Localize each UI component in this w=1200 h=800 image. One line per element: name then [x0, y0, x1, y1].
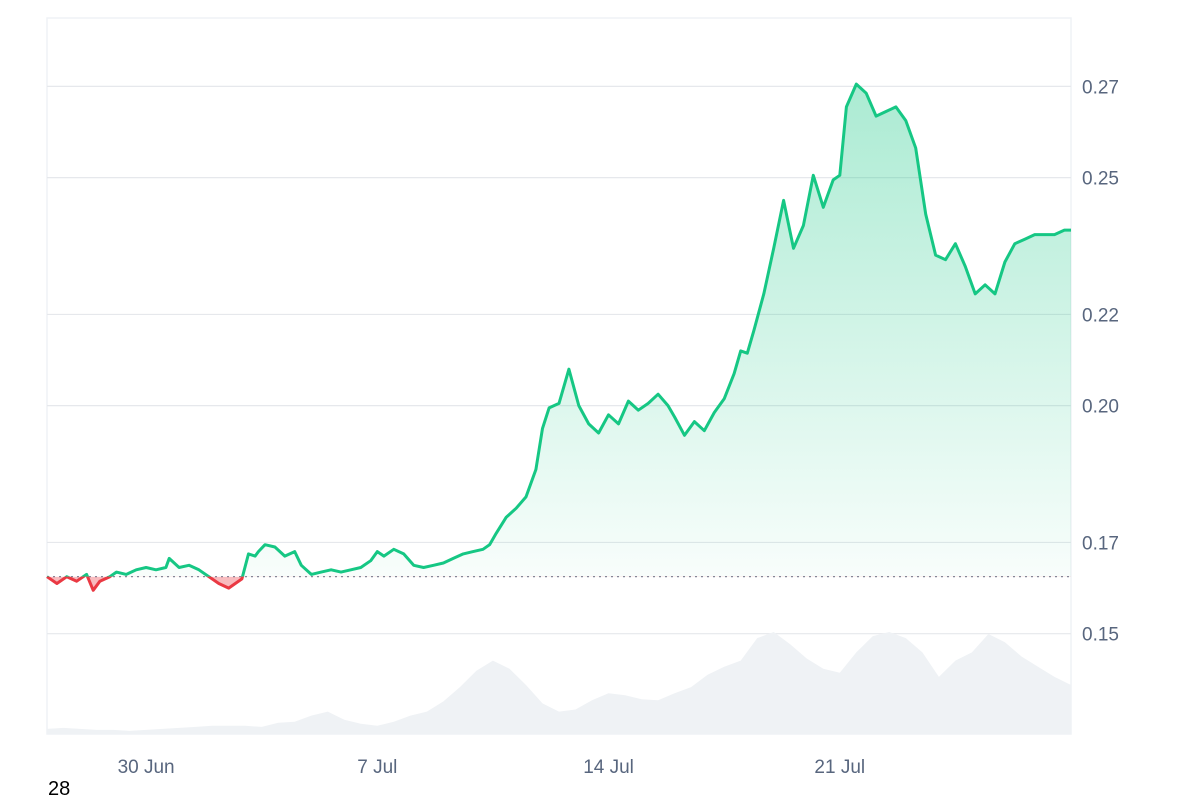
y-axis: 0.15 0.17 0.20 0.22 0.25 0.27	[1082, 77, 1119, 645]
x-axis: 30 Jun 7 Jul 14 Jul 21 Jul	[118, 757, 866, 778]
y-tick-label: 0.22	[1082, 305, 1119, 326]
price-line-down	[46, 576, 245, 592]
x-tick-label: 21 Jul	[814, 757, 865, 778]
volume-area	[47, 632, 1071, 734]
x-tick-label: 7 Jul	[357, 757, 397, 778]
y-tick-label: 0.20	[1082, 397, 1119, 418]
y-tick-label: 0.25	[1082, 169, 1119, 190]
price-line-up	[47, 82, 1071, 577]
y-tick-label: 0.27	[1082, 77, 1119, 98]
corner-label: 28	[48, 778, 71, 800]
x-tick-label: 14 Jul	[583, 757, 634, 778]
y-tick-label: 0.15	[1082, 625, 1119, 646]
x-tick-label: 30 Jun	[118, 757, 175, 778]
y-tick-label: 0.17	[1082, 533, 1119, 554]
